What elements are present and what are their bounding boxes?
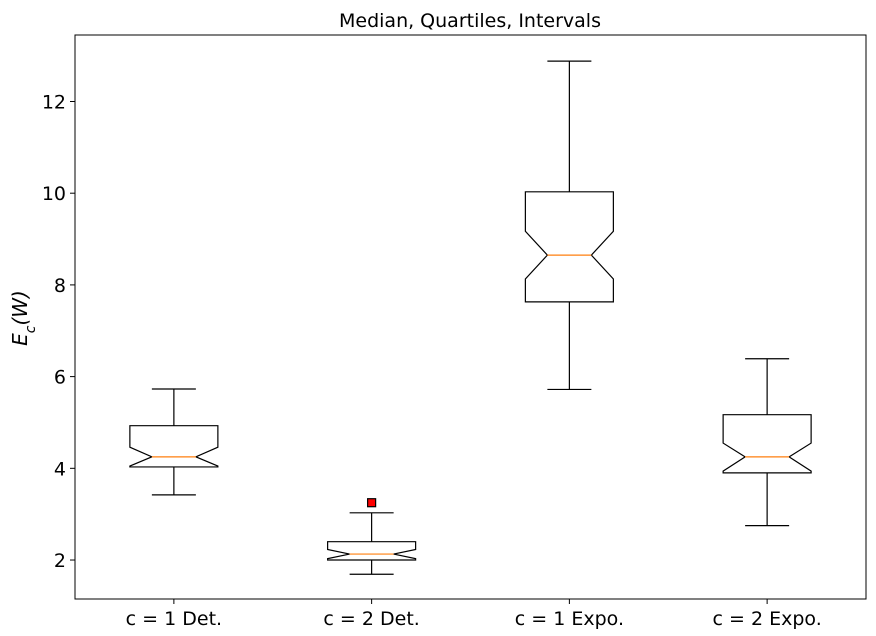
axes-frame (74, 34, 867, 600)
notched-box (129, 425, 219, 468)
notched-box (327, 541, 417, 561)
y-tick-label: 12 (42, 91, 66, 113)
x-tick-label: c = 2 Det. (323, 608, 419, 630)
y-axis-label: Ec(W) (8, 290, 39, 346)
y-tick-label: 10 (42, 183, 66, 205)
y-tick-label: 6 (54, 367, 66, 389)
x-tick-label: c = 2 Expo. (713, 608, 822, 630)
outlier-marker (367, 498, 377, 508)
notched-box (722, 414, 812, 474)
notched-box (524, 191, 614, 303)
plot-area: 2 4 6 8 10 12 c = 1 Det. c = 2 Det. c = 1 Expo. c… (42, 60, 822, 630)
y-tick-label: 8 (54, 275, 66, 297)
y-tick-label: 4 (54, 458, 66, 480)
x-tick-label: c = 1 Det. (126, 608, 222, 630)
y-tick-label: 2 (54, 550, 66, 572)
x-tick-label: c = 1 Expo. (515, 608, 624, 630)
chart-title: Median, Quartiles, Intervals (339, 10, 601, 32)
